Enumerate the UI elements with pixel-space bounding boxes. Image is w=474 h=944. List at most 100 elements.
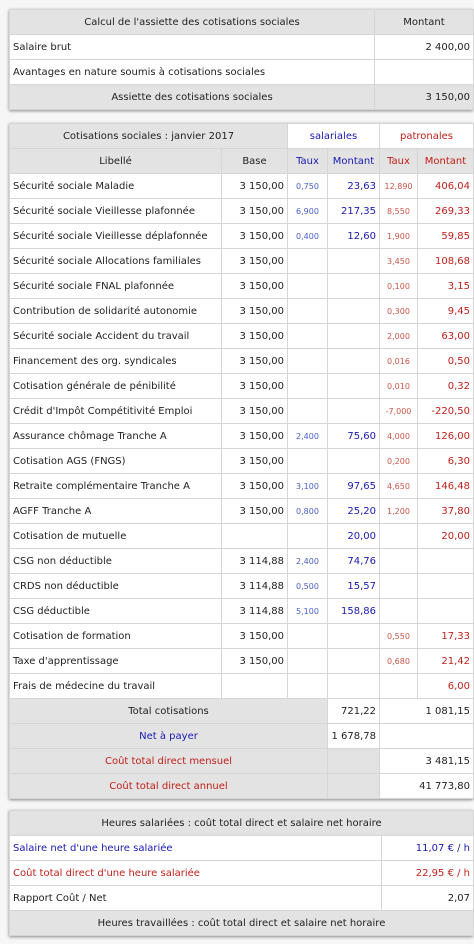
- cot-base: 3 150,00: [221, 173, 288, 199]
- assiette-header-row: Calcul de l'assiette des cotisations soc…: [9, 9, 474, 35]
- cot-taux-patronal: 0,010: [379, 373, 418, 399]
- cot-taux-patronal: [379, 523, 418, 549]
- cot-taux-patronal: 1,900: [379, 223, 418, 249]
- cot-taux-patronal: [379, 598, 418, 624]
- cot-montant-salarial: [327, 273, 380, 299]
- cot-label: Sécurité sociale Vieillesse déplafonnée: [9, 223, 222, 249]
- cot-taux-patronal: 0,100: [379, 273, 418, 299]
- cot-label: Cotisation générale de pénibilité: [9, 373, 222, 399]
- total-cotisations-pat: 1 081,15: [378, 698, 474, 724]
- col-montant-patronal: Montant: [416, 148, 474, 174]
- cotisation-row: Contribution de solidarité autonomie 3 15…: [9, 298, 474, 324]
- cot-montant-patronal: 21,42: [416, 648, 474, 674]
- cot-taux-salarial: [287, 673, 328, 699]
- cot-label: Crédit d'Impôt Compétitivité Emploi: [9, 398, 222, 424]
- cot-montant-patronal: 269,33: [416, 198, 474, 224]
- heures-title2-row: Heures travaillées : coût total direct e…: [8, 910, 474, 936]
- cot-base: [221, 523, 288, 549]
- cot-taux-salarial: [287, 323, 328, 349]
- cot-base: 3 150,00: [221, 448, 288, 474]
- cotisations-columns-row: Libellé Base Taux Montant Taux Montant: [9, 148, 474, 174]
- cot-montant-patronal: 146,48: [416, 473, 474, 499]
- cotisation-row: CSG non déductible 3 114,88 2,400 74,76: [9, 548, 474, 574]
- heures-row-label: Salaire net d'une heure salariée: [9, 835, 382, 861]
- heures-row-label: Coût total direct d'une heure salariée: [9, 860, 382, 886]
- cotisation-row: Taxe d'apprentissage 3 150,00 0,680 21,42: [9, 648, 474, 674]
- cot-montant-patronal: 126,00: [416, 423, 474, 449]
- cot-base: 3 150,00: [221, 323, 288, 349]
- net-a-payer-label: Net à payer: [9, 723, 328, 749]
- cot-montant-patronal: 0,50: [416, 348, 474, 374]
- cout-mensuel-row: Coût total direct mensuel 3 481,15: [9, 748, 474, 774]
- cot-taux-patronal: 0,550: [379, 623, 418, 649]
- cot-label: Sécurité sociale Vieillesse plafonnée: [9, 198, 222, 224]
- heures-row-value: 11,07 € / h: [380, 835, 474, 861]
- net-a-payer-row: Net à payer 1 678,78: [9, 723, 474, 749]
- cot-label: CRDS non déductible: [9, 573, 222, 599]
- cot-taux-patronal: -7,000: [379, 398, 418, 424]
- cotisation-row: Sécurité sociale Vieillesse plafonnée 3 1…: [9, 198, 474, 224]
- cot-base: 3 150,00: [221, 623, 288, 649]
- assiette-panel: Calcul de l'assiette des cotisations soc…: [9, 9, 474, 110]
- cotisation-row: Sécurité sociale Allocations familiales 3…: [9, 248, 474, 274]
- cot-taux-salarial: 0,800: [287, 498, 328, 524]
- cot-montant-salarial: [327, 298, 380, 324]
- cot-montant-patronal: 63,00: [416, 323, 474, 349]
- cot-taux-patronal: 1,200: [379, 498, 418, 524]
- cot-montant-patronal: 0,32: [416, 373, 474, 399]
- cot-taux-patronal: 4,650: [379, 473, 418, 499]
- cot-taux-salarial: [287, 648, 328, 674]
- cot-montant-patronal: -220,50: [416, 398, 474, 424]
- cot-montant-salarial: [327, 673, 380, 699]
- cot-taux-patronal: 0,016: [379, 348, 418, 374]
- cot-taux-salarial: [287, 448, 328, 474]
- heures-row: Coût total direct d'une heure salariée 2…: [9, 860, 474, 886]
- cot-label: Cotisation de mutuelle: [9, 523, 222, 549]
- cot-taux-salarial: 5,100: [287, 598, 328, 624]
- cot-montant-salarial: [327, 448, 380, 474]
- cotisations-title-row: Cotisations sociales : janvier 2017 sala…: [9, 123, 474, 149]
- cot-base: 3 150,00: [221, 648, 288, 674]
- cout-annuel-row: Coût total direct annuel 41 773,80: [9, 773, 474, 799]
- assiette-row-label: Salaire brut: [9, 34, 375, 60]
- heures-title2: Heures travaillées : coût total direct e…: [8, 910, 474, 936]
- cot-label: Taxe d'apprentissage: [9, 648, 222, 674]
- assiette-total-label: Assiette des cotisations sociales: [9, 84, 375, 110]
- cot-taux-salarial: 2,400: [287, 548, 328, 574]
- cot-taux-salarial: [287, 523, 328, 549]
- cot-montant-patronal: 3,15: [416, 273, 474, 299]
- cot-montant-patronal: 406,04: [416, 173, 474, 199]
- cot-label: Contribution de solidarité autonomie: [9, 298, 222, 324]
- cot-montant-salarial: 97,65: [327, 473, 380, 499]
- cot-montant-patronal: 6,00: [416, 673, 474, 699]
- cot-montant-patronal: 108,68: [416, 248, 474, 274]
- cotisation-row: Sécurité sociale FNAL plafonnée 3 150,00 0…: [9, 273, 474, 299]
- cout-annuel-value: 41 773,80: [378, 773, 474, 799]
- cotisation-row: Cotisation de formation 3 150,00 0,550 17,3…: [9, 623, 474, 649]
- cot-base: 3 150,00: [221, 423, 288, 449]
- cot-base: 3 150,00: [221, 473, 288, 499]
- cot-base: 3 150,00: [221, 248, 288, 274]
- cot-base: 3 150,00: [221, 498, 288, 524]
- cot-base: 3 150,00: [221, 348, 288, 374]
- cot-taux-salarial: [287, 248, 328, 274]
- cot-taux-patronal: [379, 573, 418, 599]
- heures-row-value: 2,07: [380, 885, 474, 911]
- cot-montant-patronal: 9,45: [416, 298, 474, 324]
- cot-taux-salarial: [287, 373, 328, 399]
- cotisations-body: Sécurité sociale Maladie 3 150,00 0,750 23,…: [9, 173, 474, 699]
- cotisations-title: Cotisations sociales : janvier 2017: [9, 123, 288, 149]
- cot-base: 3 150,00: [221, 273, 288, 299]
- cot-base: 3 114,88: [221, 598, 288, 624]
- assiette-row: Salaire brut 2 400,00: [9, 34, 474, 60]
- cot-base: 3 114,88: [221, 573, 288, 599]
- col-taux-salarial: Taux: [287, 148, 328, 174]
- net-a-payer-value: 1 678,78: [327, 723, 380, 749]
- cot-montant-patronal: [416, 598, 474, 624]
- assiette-total-row: Assiette des cotisations sociales 3 150,…: [9, 84, 474, 110]
- cot-montant-salarial: 158,86: [327, 598, 380, 624]
- cot-montant-salarial: [327, 373, 380, 399]
- cot-montant-salarial: 20,00: [327, 523, 380, 549]
- cot-taux-salarial: 0,750: [287, 173, 328, 199]
- assiette-row-label: Avantages en nature soumis à cotisations…: [9, 59, 375, 85]
